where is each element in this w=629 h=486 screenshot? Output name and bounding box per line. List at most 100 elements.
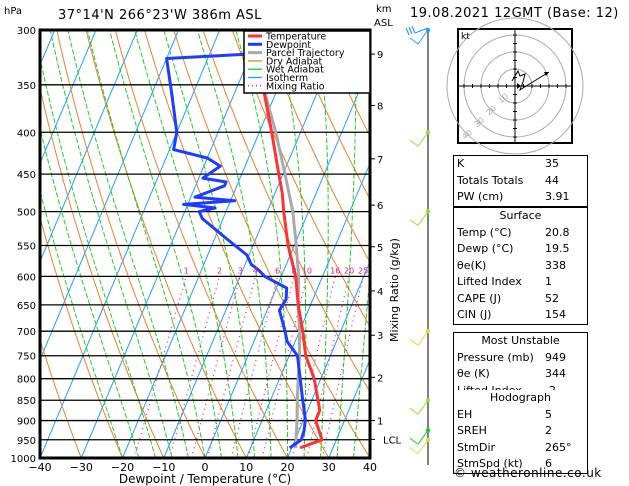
index-row: Totals Totals 44 (454, 173, 587, 190)
x-tick-label: −20 (111, 461, 134, 474)
legend-label: Dry Adiabat (266, 56, 323, 67)
hodograph-trace (511, 69, 550, 92)
wind-barb-feather (411, 25, 416, 34)
hodograph-label: StmDir (457, 440, 496, 454)
isotherm-line (328, 358, 370, 458)
wet-adiabat-line (235, 30, 288, 458)
mixing-ratio-label: 20 (344, 266, 354, 275)
mixing-ratio-label: 1 (184, 266, 189, 275)
surface-value: 19.5 (545, 242, 570, 255)
legend-label: Isotherm (266, 73, 308, 84)
index-row: K 35 (454, 156, 587, 173)
wind-barb-flag (409, 219, 419, 226)
pressure-tick-label: 850 (17, 396, 36, 407)
index-label: Totals Totals (457, 173, 524, 187)
mixing-ratio-line (247, 276, 295, 458)
wind-barb-shaft (417, 439, 429, 455)
pressure-tick-label: 800 (17, 375, 36, 386)
mixing-ratio-label: 10 (302, 266, 312, 275)
mixing-ratio-label: 2 (217, 266, 222, 275)
asl-label: ASL (374, 18, 393, 29)
hodograph-value: 2 (545, 424, 552, 437)
hodograph-value: 265° (545, 440, 572, 454)
wet-adiabat-line (40, 56, 156, 458)
wind-barb-shaft (417, 429, 429, 445)
pressure-tick-label: 550 (17, 241, 36, 252)
x-tick-label: 30 (322, 461, 336, 474)
index-row: PW (cm) 3.91 (454, 189, 587, 206)
pressure-tick-label: 1000 (11, 454, 36, 465)
legend-box (243, 30, 371, 94)
wind-barb-feather (405, 27, 410, 36)
hodograph-value: 6 (545, 457, 552, 470)
wet-adiabat-line (336, 30, 357, 458)
wind-barb-flag (409, 139, 419, 147)
isotherm-line (163, 30, 344, 458)
surface-label: CAPE (J) (457, 291, 502, 305)
plot-area: 1 2 3 4 6 8 10 16 20 2 5 (40, 30, 629, 458)
wet-adiabat-line (353, 268, 370, 458)
wind-barb-shaft (417, 330, 429, 346)
most-unstable-row: Pressure (mb) 949 (454, 350, 587, 367)
surface-row: Dewp (°C) 19.5 (454, 241, 587, 258)
height-tick-label: 3 (377, 331, 383, 342)
wet-adiabat-line (87, 30, 206, 458)
x-axis-label: Dewpoint / Temperature (°C) (119, 472, 291, 486)
height-tick-label: 6 (377, 201, 383, 212)
x-tick-label: −30 (70, 461, 93, 474)
wind-barb-shaft (414, 27, 429, 34)
hodograph-title: Hodograph (490, 391, 551, 404)
wind-barb (409, 428, 431, 445)
wind-barb (409, 329, 431, 346)
surface-row: CAPE (J) 52 (454, 291, 587, 308)
surface-row: θe(K) 338 (454, 258, 587, 275)
isotherm-line (245, 162, 370, 458)
dry-adiabat-line (261, 30, 370, 264)
most-unstable-row: θe (K) 344 (454, 366, 587, 383)
mixing-ratio-label: 8 (291, 266, 296, 275)
wind-barb-300 (405, 25, 429, 36)
mixing-ratio-label: 4 (253, 266, 258, 275)
height-tick-label: LCL (383, 435, 402, 446)
dewpoint-line (165, 30, 312, 450)
dry-adiabat-line (583, 30, 629, 458)
legend-label: Parcel Trajectory (266, 48, 345, 59)
legend-label: Mixing Ratio (266, 81, 325, 92)
indices-top-panel: K 35 Totals Totals 44 PW (cm) 3.91 (453, 155, 588, 207)
dry-adiabat-line (173, 30, 370, 458)
surface-value: 338 (545, 258, 566, 272)
wet-adiabat-line (49, 30, 173, 458)
pressure-tick-label: 450 (17, 170, 36, 181)
wind-barb (409, 27, 431, 45)
hodograph-label: EH (457, 407, 473, 421)
surface-label: CIN (J) (457, 308, 492, 321)
mixing-ratio-label: 6 (275, 266, 280, 275)
hodograph-panel: Hodograph EH 5 SREH 2 StmDir 265° StmSpd (kt) 6 (453, 390, 588, 474)
hodograph-row: EH 5 (454, 407, 587, 424)
most-unstable-value: 949 (545, 350, 566, 364)
pressure-tick-label: 300 (17, 26, 36, 37)
hodograph-label: StmSpd (kt) (457, 457, 523, 470)
most-unstable-title: Most Unstable (481, 334, 560, 347)
wind-barb-feather (408, 26, 413, 35)
height-tick-label: 4 (377, 287, 383, 298)
surface-title: Surface (499, 209, 542, 222)
mixing-ratio-label: 16 (330, 266, 340, 275)
index-value: 3.91 (545, 190, 570, 203)
index-label: PW (cm) (457, 190, 504, 203)
x-tick-label: 10 (239, 461, 253, 474)
isotherm-line (40, 30, 221, 458)
height-tick-label: 5 (377, 243, 383, 254)
wet-adiabat-line (317, 30, 329, 458)
isotherm-line (287, 260, 370, 458)
mixing-ratio-line (230, 276, 279, 458)
hodograph-row: StmSpd (kt) 6 (454, 456, 587, 473)
hodograph-arrowhead (544, 72, 549, 76)
most-unstable-label: θe (K) (457, 367, 490, 380)
pressure-tick-label: 650 (17, 301, 36, 312)
height-tick-label: 9 (377, 50, 383, 61)
x-tick-label: 40 (363, 461, 377, 474)
dry-adiabat-line (613, 30, 629, 458)
isotherm-line (80, 30, 262, 458)
